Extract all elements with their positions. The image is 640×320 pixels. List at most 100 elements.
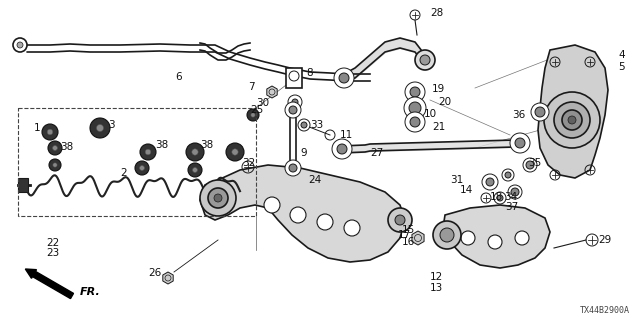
- Circle shape: [140, 165, 145, 171]
- Circle shape: [289, 164, 297, 172]
- Circle shape: [264, 197, 280, 213]
- Circle shape: [337, 144, 347, 154]
- Circle shape: [226, 143, 244, 161]
- Text: 36: 36: [512, 110, 525, 120]
- Bar: [286, 68, 302, 88]
- Polygon shape: [267, 86, 277, 98]
- Circle shape: [344, 220, 360, 236]
- Circle shape: [285, 102, 301, 118]
- Polygon shape: [18, 178, 28, 192]
- Text: 14: 14: [460, 185, 473, 195]
- Polygon shape: [443, 205, 550, 268]
- Bar: [18, 108, 256, 216]
- Circle shape: [208, 188, 228, 208]
- Text: 38: 38: [200, 140, 213, 150]
- Circle shape: [290, 207, 306, 223]
- Text: TX44B2900A: TX44B2900A: [580, 306, 630, 315]
- Circle shape: [410, 87, 420, 97]
- Circle shape: [395, 215, 405, 225]
- Polygon shape: [200, 165, 405, 262]
- Circle shape: [497, 195, 503, 201]
- Text: 18: 18: [490, 192, 503, 202]
- Text: 22: 22: [46, 238, 60, 248]
- Text: 12: 12: [430, 272, 444, 282]
- Circle shape: [494, 192, 506, 204]
- Circle shape: [251, 113, 255, 117]
- Text: 35: 35: [528, 158, 541, 168]
- Circle shape: [292, 99, 298, 105]
- Text: 38: 38: [60, 142, 73, 152]
- Text: 3: 3: [108, 120, 115, 130]
- Text: 31: 31: [450, 175, 463, 185]
- Circle shape: [420, 55, 430, 65]
- Circle shape: [409, 102, 421, 114]
- Circle shape: [515, 231, 529, 245]
- Circle shape: [232, 149, 238, 155]
- Circle shape: [508, 185, 522, 199]
- Polygon shape: [412, 231, 424, 245]
- Circle shape: [486, 178, 494, 186]
- Circle shape: [526, 161, 534, 169]
- Text: 25: 25: [250, 105, 263, 115]
- Circle shape: [339, 73, 349, 83]
- Circle shape: [531, 103, 549, 121]
- Text: 24: 24: [308, 175, 321, 185]
- Circle shape: [568, 116, 576, 124]
- Circle shape: [405, 82, 425, 102]
- Circle shape: [298, 119, 310, 131]
- Circle shape: [502, 169, 514, 181]
- Circle shape: [332, 139, 352, 159]
- Circle shape: [288, 95, 302, 109]
- Text: 15: 15: [402, 225, 415, 235]
- Circle shape: [188, 163, 202, 177]
- Text: 10: 10: [424, 109, 437, 119]
- Circle shape: [511, 188, 519, 196]
- Text: 30: 30: [256, 98, 269, 108]
- Text: 1: 1: [34, 123, 40, 133]
- Text: 32: 32: [242, 158, 255, 168]
- Text: 17: 17: [398, 230, 412, 240]
- Text: 8: 8: [306, 68, 312, 78]
- Text: 27: 27: [370, 148, 383, 158]
- Circle shape: [289, 106, 297, 114]
- Text: 4: 4: [618, 50, 625, 60]
- Circle shape: [554, 102, 590, 138]
- Text: 37: 37: [505, 202, 518, 212]
- Circle shape: [200, 180, 236, 216]
- Circle shape: [42, 124, 58, 140]
- Text: 20: 20: [438, 97, 451, 107]
- Text: 13: 13: [430, 283, 444, 293]
- Text: FR.: FR.: [80, 287, 100, 297]
- Text: 26: 26: [148, 268, 161, 278]
- Polygon shape: [538, 45, 608, 178]
- Circle shape: [544, 92, 600, 148]
- Text: 6: 6: [175, 72, 182, 82]
- Text: 28: 28: [430, 8, 444, 18]
- Circle shape: [90, 118, 110, 138]
- Circle shape: [49, 159, 61, 171]
- Circle shape: [52, 146, 58, 150]
- Text: 38: 38: [155, 140, 168, 150]
- Circle shape: [523, 158, 537, 172]
- Text: 7: 7: [248, 82, 255, 92]
- Circle shape: [193, 168, 198, 172]
- Circle shape: [405, 112, 425, 132]
- Circle shape: [440, 228, 454, 242]
- Text: 23: 23: [46, 248, 60, 258]
- Circle shape: [433, 221, 461, 249]
- Circle shape: [247, 109, 259, 121]
- Circle shape: [47, 129, 53, 135]
- Circle shape: [388, 208, 412, 232]
- Text: 11: 11: [340, 130, 353, 140]
- Text: 33: 33: [310, 120, 323, 130]
- Text: 29: 29: [598, 235, 611, 245]
- Circle shape: [535, 107, 545, 117]
- Circle shape: [285, 160, 301, 176]
- Circle shape: [214, 194, 222, 202]
- Circle shape: [510, 133, 530, 153]
- Circle shape: [140, 144, 156, 160]
- Circle shape: [53, 163, 57, 167]
- Circle shape: [186, 143, 204, 161]
- Circle shape: [488, 235, 502, 249]
- Circle shape: [301, 122, 307, 128]
